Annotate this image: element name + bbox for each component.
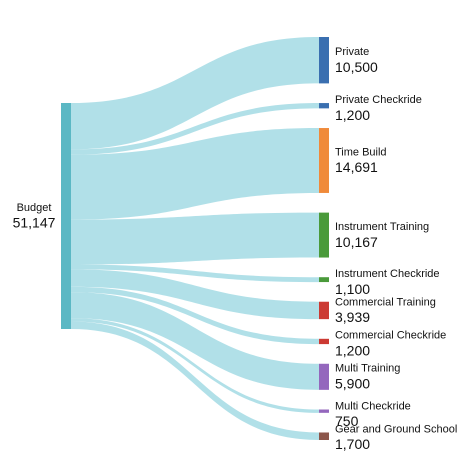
source-node [61, 103, 71, 329]
link [71, 292, 319, 390]
link [71, 212, 319, 265]
node-value: 3,939 [335, 309, 370, 325]
node-value: 10,167 [335, 234, 378, 250]
node-label: Commercial Checkride [335, 330, 446, 342]
target-node [319, 301, 329, 320]
target-node [319, 37, 329, 84]
target-node [319, 128, 329, 193]
source-label: Budget [17, 202, 52, 214]
node-value: 5,900 [335, 376, 370, 392]
target-node [319, 409, 329, 413]
node-label: Private Checkride [335, 94, 422, 106]
target-node [319, 277, 329, 283]
target-node [319, 432, 329, 440]
node-label: Multi Checkride [335, 400, 411, 412]
link [71, 103, 319, 155]
node-label: Commercial Training [335, 296, 436, 308]
link [71, 318, 319, 413]
node-label: Instrument Checkride [335, 268, 440, 280]
link [71, 321, 319, 440]
target-node [319, 338, 329, 345]
node-label: Gear and Ground School [335, 423, 457, 435]
node-value: 1,200 [335, 107, 370, 123]
node-value: 14,691 [335, 159, 378, 175]
node-value: 1,200 [335, 343, 370, 359]
node-value: 1,700 [335, 436, 370, 452]
target-node [319, 103, 329, 109]
node-value: 10,500 [335, 59, 378, 75]
link [71, 37, 319, 150]
node-value: 750 [335, 413, 359, 429]
node-label: Time Build [335, 146, 387, 158]
node-label: Private [335, 46, 369, 58]
link [71, 286, 319, 345]
link [71, 269, 319, 320]
link [71, 264, 319, 283]
target-node [319, 212, 329, 258]
target-node [319, 363, 329, 390]
node-label: Instrument Training [335, 221, 429, 233]
node-label: Multi Training [335, 363, 400, 375]
node-value: 1,100 [335, 281, 370, 297]
source-value: 51,147 [13, 215, 56, 231]
link [71, 128, 319, 220]
